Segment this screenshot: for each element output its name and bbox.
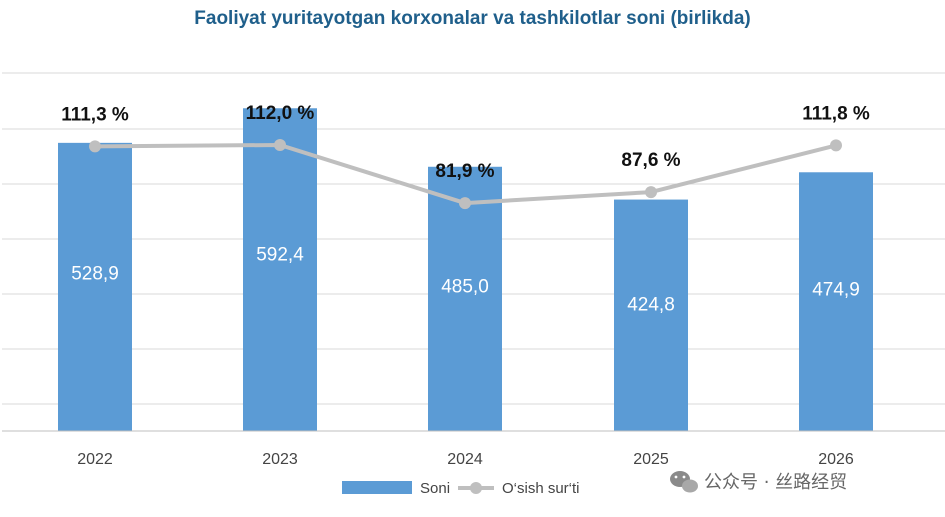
- bar: [799, 172, 873, 431]
- bar-data-label: 592,4: [256, 244, 304, 265]
- line-data-label: 87,6 %: [621, 150, 680, 171]
- watermark-text: 公众号 · 丝路经贸: [704, 472, 847, 493]
- bar: [243, 108, 317, 431]
- bar: [614, 199, 688, 431]
- line-series: 111,3 % 112,0 % 81,9 % 87,6 % 111,8 %: [61, 103, 870, 210]
- line-point: [89, 140, 101, 153]
- x-tick-label: 2023: [262, 451, 298, 468]
- x-axis: 2022 2023 2024 2025 2026: [2, 430, 945, 468]
- line-data-label: 81,9 %: [435, 161, 494, 182]
- line-data-label: 112,0 %: [246, 103, 315, 124]
- line-point: [459, 197, 471, 210]
- line-point: [274, 139, 286, 151]
- line-data-label: 111,3 %: [61, 104, 129, 125]
- legend: Soni O‘sish sur‘ti: [342, 480, 580, 497]
- legend-swatch-marker: [470, 482, 482, 494]
- chart-title: Faoliyat yuritayotgan korxonalar va tash…: [194, 8, 751, 29]
- bar-data-label: 528,9: [71, 264, 119, 285]
- bar: [428, 166, 502, 431]
- x-tick-label: 2024: [447, 451, 483, 468]
- x-tick-label: 2022: [77, 451, 113, 468]
- legend-label-line: O‘sish sur‘ti: [502, 480, 580, 497]
- wechat-icon: [670, 471, 698, 493]
- line-data-label: 111,8 %: [802, 103, 870, 124]
- line-point: [645, 186, 657, 199]
- legend-swatch-bar: [342, 481, 412, 494]
- bar-series: 528,9 592,4 485,0 424,8 474,9: [58, 108, 873, 431]
- bar: [58, 142, 132, 431]
- x-tick-label: 2026: [818, 451, 854, 468]
- x-tick-label: 2025: [633, 451, 669, 468]
- bar-data-label: 485,0: [441, 277, 489, 298]
- bar-data-label: 424,8: [627, 295, 675, 316]
- watermark: 公众号 · 丝路经贸: [670, 471, 847, 493]
- line-point: [830, 139, 842, 152]
- legend-label-bar: Soni: [420, 480, 450, 497]
- bar-data-label: 474,9: [812, 280, 860, 301]
